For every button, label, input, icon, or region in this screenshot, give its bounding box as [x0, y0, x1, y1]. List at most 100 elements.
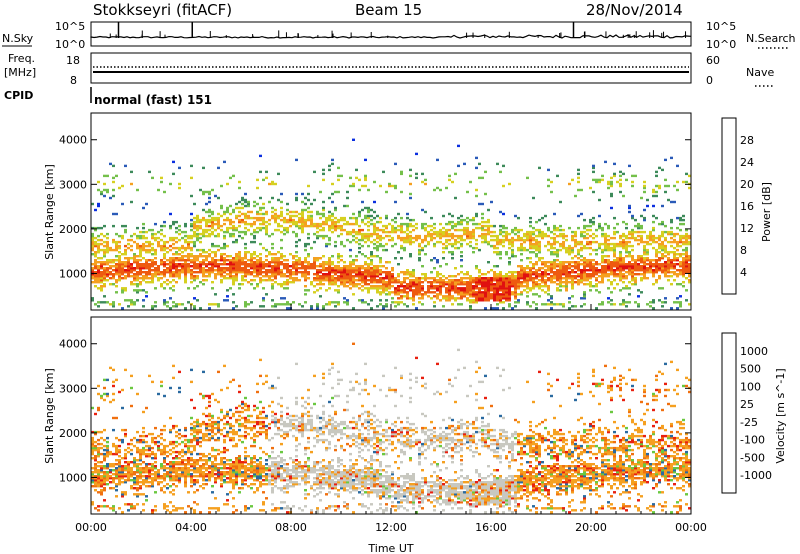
- power-cell: [625, 285, 628, 288]
- power-cell: [472, 285, 475, 288]
- velocity-cell: [142, 434, 145, 438]
- power-cell: [619, 273, 622, 276]
- velocity-cell: [115, 473, 118, 476]
- power-cell: [568, 265, 571, 268]
- power-cell: [241, 261, 244, 264]
- power-cell: [472, 291, 475, 294]
- power-cell: [367, 214, 370, 218]
- power-cell: [151, 242, 154, 246]
- power-cell: [469, 299, 472, 302]
- power-cell: [103, 194, 106, 198]
- power-cell: [349, 273, 352, 276]
- power-cell: [304, 244, 307, 248]
- power-cell: [598, 222, 601, 226]
- power-cell: [304, 224, 307, 228]
- power-cell: [388, 277, 391, 280]
- velocity-cell: [106, 455, 109, 458]
- velocity-cell: [181, 467, 184, 470]
- power-cell: [553, 303, 556, 306]
- power-cell: [217, 216, 220, 220]
- power-cell: [646, 259, 649, 262]
- velocity-cell: [178, 390, 181, 394]
- power-cell: [373, 228, 376, 232]
- power-cell: [646, 253, 649, 256]
- power-cell: [523, 240, 526, 244]
- velocity-cell: [100, 394, 103, 398]
- power-cell: [550, 301, 553, 304]
- velocity-cell: [118, 471, 121, 474]
- power-cell: [100, 263, 103, 266]
- power-cell: [568, 226, 571, 230]
- velocity-cell: [157, 392, 160, 396]
- power-cell: [670, 263, 673, 266]
- power-cell: [526, 236, 529, 240]
- power-cell: [259, 170, 262, 174]
- power-cell: [184, 273, 187, 276]
- power-cell: [589, 263, 592, 266]
- power-cell: [256, 259, 259, 262]
- power-cell: [559, 281, 562, 284]
- power-cell: [472, 289, 475, 292]
- power-cell: [544, 291, 547, 294]
- power-cell: [301, 271, 304, 274]
- power-cell: [310, 210, 313, 214]
- velocity-cell: [136, 465, 139, 468]
- power-cell: [418, 234, 421, 238]
- power-cell: [661, 257, 664, 260]
- power-cell: [439, 299, 442, 302]
- power-cell: [199, 220, 202, 224]
- power-cell: [289, 218, 292, 222]
- power-cell: [145, 240, 148, 244]
- power-cell: [676, 307, 679, 310]
- velocity-cell: [178, 461, 181, 464]
- power-cell: [610, 271, 613, 274]
- power-cell: [250, 255, 253, 258]
- power-cell: [550, 269, 553, 272]
- power-cell: [547, 226, 550, 230]
- power-cell: [241, 269, 244, 272]
- power-cell: [541, 289, 544, 292]
- power-cell: [514, 279, 517, 282]
- power-cell: [232, 281, 235, 284]
- power-cell: [169, 238, 172, 242]
- power-cell: [289, 269, 292, 272]
- power-cell: [532, 281, 535, 284]
- power-cell: [406, 293, 409, 296]
- power-cell: [220, 257, 223, 260]
- power-cell: [613, 255, 616, 258]
- power-cell: [511, 275, 514, 278]
- power-cell: [550, 267, 553, 270]
- power-cell: [280, 303, 283, 306]
- power-cell: [661, 240, 664, 244]
- power-cell: [595, 180, 598, 184]
- power-cell: [484, 228, 487, 232]
- power-cell: [280, 253, 283, 256]
- power-cell: [214, 253, 217, 256]
- power-cell: [595, 307, 598, 310]
- power-cell: [628, 204, 631, 208]
- velocity-cell: [97, 430, 100, 434]
- power-cell: [595, 178, 598, 182]
- power-cell: [586, 246, 589, 250]
- power-cell: [457, 228, 460, 232]
- power-cell: [154, 267, 157, 270]
- power-cell: [307, 253, 310, 256]
- velocity-cell: [115, 448, 118, 452]
- power-cell: [553, 238, 556, 242]
- velocity-cell: [130, 386, 133, 390]
- power-cell: [628, 251, 631, 254]
- power-cell: [100, 277, 103, 280]
- velocity-cell: [97, 406, 100, 410]
- power-cell: [286, 220, 289, 224]
- power-cell: [532, 265, 535, 268]
- power-cell: [256, 273, 259, 276]
- power-cell: [166, 305, 169, 308]
- power-cell: [436, 259, 439, 262]
- power-cell: [433, 242, 436, 246]
- power-cell: [328, 269, 331, 272]
- power-cell: [358, 277, 361, 280]
- power-cell: [454, 279, 457, 282]
- power-cell: [328, 283, 331, 286]
- power-cell: [607, 180, 610, 184]
- power-cell: [283, 287, 286, 290]
